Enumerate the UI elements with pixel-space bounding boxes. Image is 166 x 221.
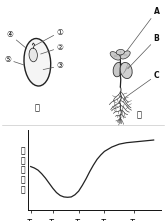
Text: 甲: 甲 [35,103,40,112]
Ellipse shape [110,52,121,60]
Text: 乙: 乙 [137,110,142,119]
Ellipse shape [121,51,130,59]
Y-axis label: 有
机
物
重
量: 有 机 物 重 量 [21,146,25,194]
Text: ①: ① [35,28,63,45]
Ellipse shape [116,50,124,55]
Text: C: C [124,71,159,98]
Ellipse shape [113,62,123,77]
Text: ③: ③ [43,61,63,70]
Ellipse shape [29,48,37,62]
Text: ⑤: ⑤ [4,55,24,65]
Ellipse shape [24,38,51,86]
Text: ②: ② [41,43,63,54]
Ellipse shape [120,63,132,78]
Text: A: A [124,7,159,54]
Text: B: B [128,34,159,69]
Text: ④: ④ [7,30,27,49]
